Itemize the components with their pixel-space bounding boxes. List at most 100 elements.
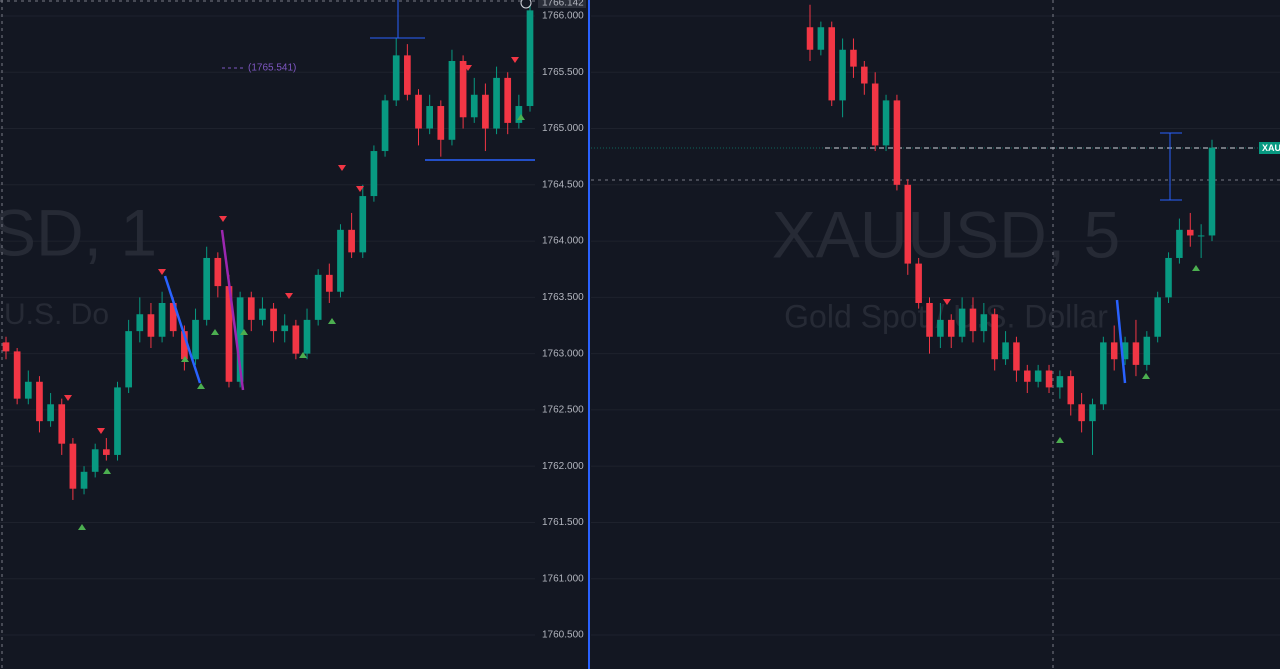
y-tick-label: 1763.000 bbox=[542, 348, 584, 359]
candle-body bbox=[91, 449, 99, 472]
candle-body bbox=[1034, 370, 1042, 382]
candle-body bbox=[504, 77, 512, 123]
candle-body bbox=[493, 77, 500, 129]
candle-body bbox=[448, 61, 456, 140]
watermark-sub: U.S. Do bbox=[4, 298, 109, 331]
candle-body bbox=[404, 55, 411, 95]
y-tick-label: 1765.000 bbox=[542, 123, 584, 134]
watermark-sub: Gold Spot / U.S. Dollar bbox=[784, 298, 1108, 334]
drawings bbox=[163, 0, 1182, 391]
candle-body bbox=[459, 61, 467, 118]
y-tick-label: 1762.000 bbox=[542, 461, 584, 472]
add-button[interactable] bbox=[520, 0, 532, 9]
price-axis bbox=[535, 0, 589, 669]
candle-body bbox=[1165, 257, 1172, 298]
candle-body bbox=[80, 471, 88, 489]
candle-body bbox=[947, 319, 955, 337]
candle-body bbox=[1154, 297, 1161, 337]
annotation: (1765.541) bbox=[248, 63, 296, 74]
candle-body bbox=[1002, 342, 1009, 360]
y-tick-label: 1760.500 bbox=[542, 630, 584, 641]
candle-body bbox=[2, 342, 10, 352]
watermark: XAUUSD, 5 bbox=[772, 197, 1120, 271]
candle-body bbox=[114, 387, 121, 455]
drawing bbox=[220, 229, 245, 391]
candle-body bbox=[437, 106, 445, 140]
candle-body bbox=[58, 404, 66, 444]
candle-body bbox=[482, 94, 489, 129]
price-label-box bbox=[1259, 142, 1280, 154]
candle-body bbox=[337, 229, 344, 292]
candle-body bbox=[214, 257, 222, 287]
candle-body bbox=[426, 106, 434, 129]
candle-body bbox=[181, 331, 188, 360]
y-tick-label: 1766.000 bbox=[542, 11, 584, 22]
candle-body bbox=[991, 314, 998, 360]
candle-body bbox=[24, 381, 32, 399]
candle-body bbox=[359, 196, 367, 253]
candle-body bbox=[1078, 404, 1085, 422]
candle-body bbox=[147, 314, 155, 337]
drawing bbox=[163, 275, 202, 384]
candle-body bbox=[904, 184, 912, 264]
candle-body bbox=[192, 319, 199, 360]
candle-body bbox=[325, 274, 333, 292]
candle-body bbox=[806, 27, 814, 50]
y-tick-label: 1764.500 bbox=[542, 179, 584, 190]
candle-body bbox=[515, 106, 523, 123]
candle-body bbox=[817, 27, 825, 50]
candle-body bbox=[169, 302, 177, 332]
candle-body bbox=[926, 302, 933, 337]
candle-body bbox=[958, 308, 966, 337]
candle-body bbox=[158, 302, 166, 337]
candle-body bbox=[1176, 229, 1183, 258]
candle-body bbox=[348, 229, 355, 253]
candle-body bbox=[839, 49, 846, 101]
candle-body bbox=[1089, 404, 1096, 422]
candle-body bbox=[136, 314, 144, 332]
candle-body bbox=[915, 263, 922, 303]
candle-body bbox=[1056, 376, 1064, 388]
candle-body bbox=[236, 297, 244, 382]
candle-body bbox=[937, 319, 944, 337]
candle-body bbox=[303, 319, 311, 354]
watermark: SD, 1 bbox=[0, 195, 157, 269]
candle-body bbox=[850, 49, 857, 67]
candle-body bbox=[125, 331, 132, 388]
price-label: 1766.142 bbox=[542, 0, 584, 9]
candle-body bbox=[392, 55, 400, 101]
candle-body bbox=[828, 27, 835, 101]
candle-body bbox=[415, 94, 422, 129]
price-label-box bbox=[538, 0, 586, 8]
candle-body bbox=[1045, 370, 1053, 388]
price-axis-labels: 1766.000 1765.500 1765.000 1764.500 1764.000… bbox=[542, 11, 584, 641]
candle-body bbox=[1197, 235, 1205, 237]
candle-body bbox=[69, 443, 77, 489]
candle-body bbox=[882, 100, 890, 146]
y-tick-label: 1761.500 bbox=[542, 517, 584, 528]
candle-body bbox=[871, 83, 879, 146]
candle-body bbox=[36, 381, 43, 422]
candle-body bbox=[281, 325, 289, 332]
candle-body bbox=[893, 100, 901, 185]
candle-body bbox=[381, 100, 389, 152]
candles bbox=[2, 0, 1216, 500]
y-tick-label: 1762.500 bbox=[542, 405, 584, 416]
candle-body bbox=[203, 257, 211, 320]
candle-body bbox=[1121, 342, 1129, 360]
candle-body bbox=[225, 286, 233, 382]
candle-body bbox=[1100, 342, 1107, 405]
candle-body bbox=[247, 297, 255, 320]
drawing bbox=[1115, 299, 1127, 384]
candle-body bbox=[270, 308, 277, 332]
candle-body bbox=[1024, 370, 1031, 382]
y-tick-label: 1764.000 bbox=[542, 236, 584, 247]
candle-body bbox=[13, 351, 21, 399]
candle-body bbox=[980, 314, 988, 332]
candle-body bbox=[1187, 229, 1194, 236]
candle-body bbox=[470, 94, 478, 118]
candle-body bbox=[1143, 336, 1151, 365]
